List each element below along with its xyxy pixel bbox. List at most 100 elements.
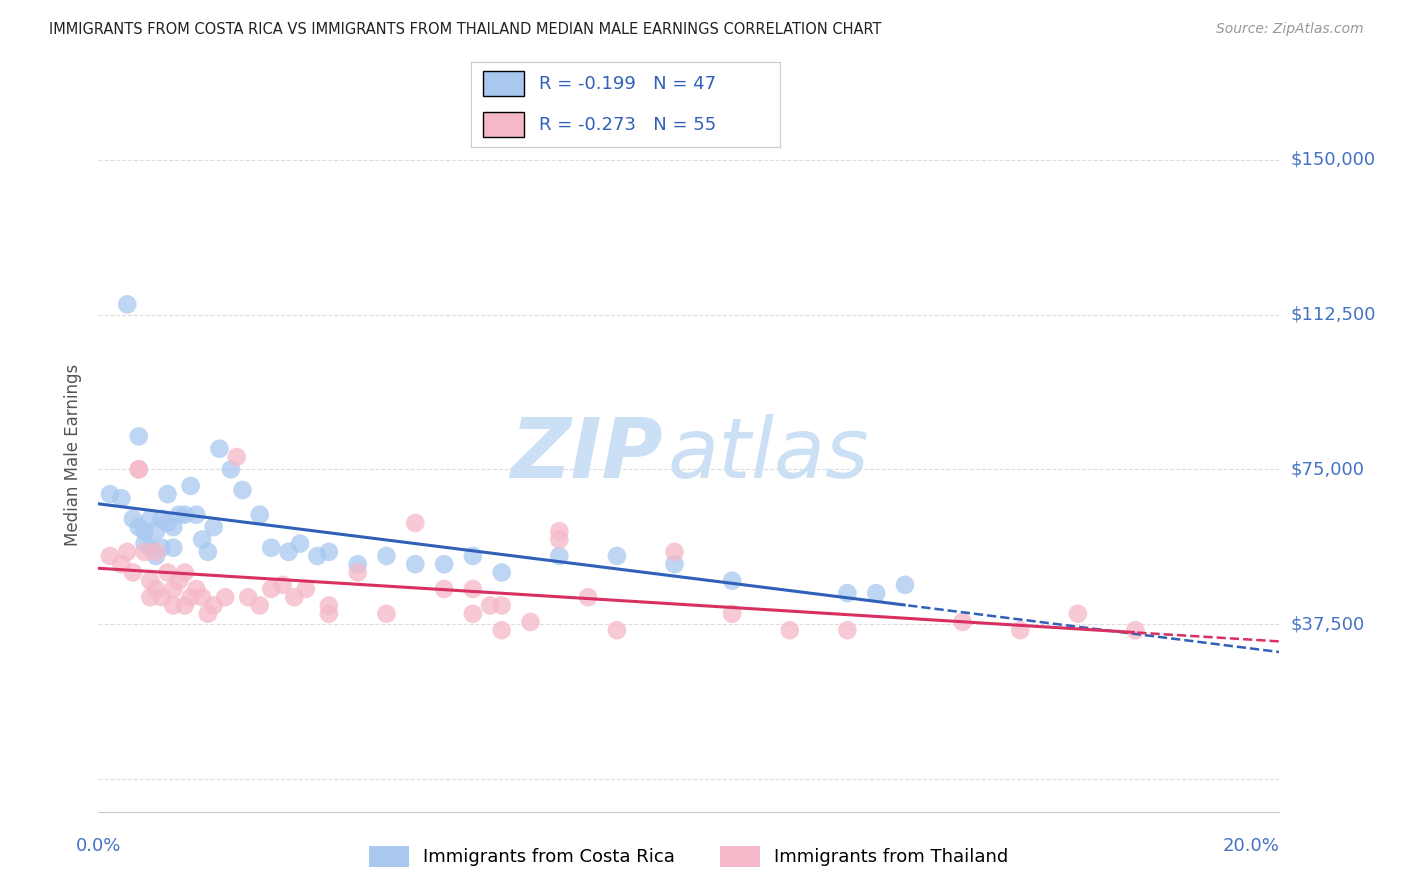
Point — [110, 491, 132, 506]
Text: R = -0.273   N = 55: R = -0.273 N = 55 — [538, 116, 716, 134]
Point — [318, 599, 340, 613]
Point — [249, 508, 271, 522]
Point — [461, 607, 484, 621]
Point — [156, 487, 179, 501]
Point — [173, 599, 195, 613]
Point — [150, 541, 173, 555]
Point — [122, 566, 145, 580]
Point — [433, 558, 456, 572]
Point — [491, 599, 513, 613]
Point — [128, 520, 150, 534]
Point — [479, 599, 502, 613]
Point — [461, 582, 484, 596]
Point — [122, 512, 145, 526]
Point — [191, 533, 214, 547]
Point — [1125, 624, 1147, 638]
Point — [461, 549, 484, 563]
Point — [145, 524, 167, 539]
Point — [139, 591, 162, 605]
Point — [271, 578, 294, 592]
Point — [1010, 624, 1032, 638]
Text: $37,500: $37,500 — [1291, 615, 1365, 633]
Point — [115, 297, 138, 311]
Point — [167, 508, 190, 522]
Point — [346, 566, 368, 580]
Point — [277, 545, 299, 559]
Point — [721, 607, 744, 621]
Point — [837, 624, 859, 638]
Point — [173, 508, 195, 522]
Point — [219, 462, 242, 476]
Point — [134, 536, 156, 550]
Point — [186, 582, 208, 596]
Point — [162, 541, 184, 555]
Point — [404, 516, 426, 530]
Point — [779, 624, 801, 638]
Point — [150, 512, 173, 526]
Point — [721, 574, 744, 588]
Point — [865, 586, 887, 600]
Point — [162, 599, 184, 613]
Point — [128, 462, 150, 476]
Point — [491, 624, 513, 638]
Point — [150, 591, 173, 605]
Point — [307, 549, 329, 563]
Point — [202, 599, 225, 613]
Text: $112,500: $112,500 — [1291, 306, 1376, 324]
Point — [128, 462, 150, 476]
Text: 20.0%: 20.0% — [1222, 837, 1279, 855]
Point — [295, 582, 318, 596]
Point — [145, 545, 167, 559]
Legend: Immigrants from Costa Rica, Immigrants from Thailand: Immigrants from Costa Rica, Immigrants f… — [361, 838, 1017, 874]
Point — [283, 591, 305, 605]
Point — [162, 520, 184, 534]
FancyBboxPatch shape — [484, 112, 523, 137]
Text: atlas: atlas — [668, 415, 869, 495]
Point — [186, 508, 208, 522]
Point — [139, 574, 162, 588]
Point — [98, 487, 121, 501]
Point — [156, 516, 179, 530]
Point — [208, 442, 231, 456]
Point — [375, 607, 398, 621]
Point — [375, 549, 398, 563]
Point — [548, 524, 571, 539]
Point — [110, 558, 132, 572]
Point — [180, 591, 202, 605]
FancyBboxPatch shape — [484, 71, 523, 96]
Point — [952, 615, 974, 629]
Point — [433, 582, 456, 596]
Point — [318, 545, 340, 559]
Point — [139, 541, 162, 555]
Text: R = -0.199   N = 47: R = -0.199 N = 47 — [538, 75, 716, 93]
Point — [664, 558, 686, 572]
Text: Source: ZipAtlas.com: Source: ZipAtlas.com — [1216, 22, 1364, 37]
Point — [180, 479, 202, 493]
Point — [491, 566, 513, 580]
Text: $75,000: $75,000 — [1291, 460, 1365, 478]
Point — [519, 615, 541, 629]
Point — [134, 524, 156, 539]
Point — [128, 429, 150, 443]
Point — [606, 549, 628, 563]
Point — [404, 558, 426, 572]
Point — [197, 545, 219, 559]
Text: IMMIGRANTS FROM COSTA RICA VS IMMIGRANTS FROM THAILAND MEDIAN MALE EARNINGS CORR: IMMIGRANTS FROM COSTA RICA VS IMMIGRANTS… — [49, 22, 882, 37]
Point — [260, 541, 283, 555]
Point — [664, 545, 686, 559]
Point — [173, 566, 195, 580]
Point — [288, 536, 311, 550]
Point — [346, 558, 368, 572]
Point — [145, 582, 167, 596]
Point — [162, 582, 184, 596]
Point — [606, 624, 628, 638]
Point — [249, 599, 271, 613]
Point — [837, 586, 859, 600]
Point — [115, 545, 138, 559]
Point — [548, 549, 571, 563]
Point — [167, 574, 190, 588]
Point — [548, 533, 571, 547]
Text: $150,000: $150,000 — [1291, 151, 1375, 169]
Point — [260, 582, 283, 596]
Point — [145, 549, 167, 563]
